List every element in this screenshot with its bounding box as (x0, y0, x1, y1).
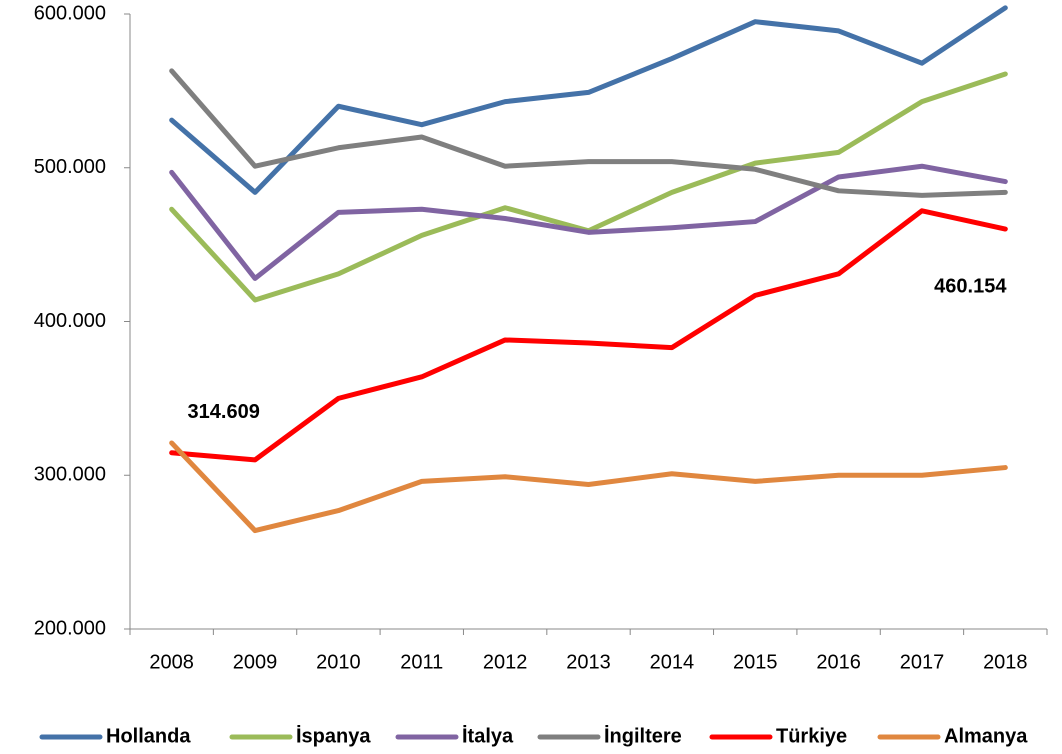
legend-label: İtalya (462, 724, 514, 747)
x-tick-label: 2016 (816, 651, 861, 673)
data-label: 460.154 (934, 275, 1007, 297)
series-line (169, 440, 1008, 534)
x-tick-label: 2013 (566, 651, 611, 673)
y-tick-label: 200.000 (34, 617, 106, 639)
x-tick-label: 2015 (733, 651, 778, 673)
legend-label: Türkiye (776, 725, 847, 747)
series-line (169, 71, 1008, 303)
legend-label: Hollanda (106, 725, 191, 747)
x-tick-label: 2012 (483, 651, 528, 673)
data-label: 314.609 (188, 401, 260, 423)
legend-label: Almanya (944, 725, 1028, 747)
series-line (169, 208, 1008, 463)
y-tick-label: 600.000 (34, 2, 106, 24)
series-line (169, 163, 1008, 281)
y-tick-label: 300.000 (34, 464, 106, 486)
plot-area (169, 5, 1008, 534)
legend-label: İngiltere (604, 724, 682, 747)
x-tick-label: 2017 (900, 651, 945, 673)
x-tick-label: 2018 (983, 651, 1028, 673)
x-tick-label: 2011 (400, 651, 443, 673)
x-tick-label: 2009 (233, 651, 278, 673)
series-line (169, 68, 1008, 198)
y-tick-label: 400.000 (34, 310, 106, 332)
series-line (169, 5, 1008, 195)
y-tick-label: 500.000 (34, 156, 106, 178)
x-tick-label: 2014 (650, 651, 695, 673)
x-tick-label: 2008 (149, 651, 194, 673)
legend-label: İspanya (296, 724, 371, 747)
x-tick-label: 2010 (316, 651, 361, 673)
